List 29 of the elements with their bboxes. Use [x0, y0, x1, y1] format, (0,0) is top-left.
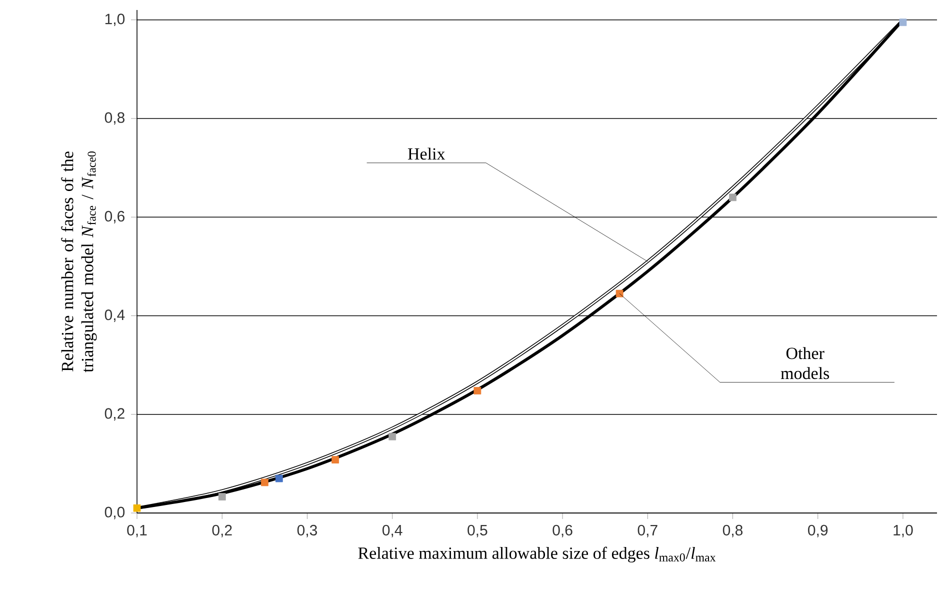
annotation: Other models: [780, 347, 830, 380]
x-tick-label: 0,7: [638, 524, 658, 538]
point: [729, 194, 736, 202]
x-tick-label: 0,6: [552, 524, 572, 538]
y-tick-label: 0,2: [104, 408, 124, 421]
x-tick-label: 1,0: [894, 524, 913, 538]
y-tick-label: 1,0: [105, 14, 125, 26]
x-axis-title: Relative maximum allowable size of edges l$_{max0}$/l$_{max}$: [358, 546, 716, 562]
x-tick-label: 0,5: [468, 524, 488, 538]
point: [332, 456, 339, 464]
point: [260, 478, 268, 486]
point: [275, 474, 283, 482]
point: [388, 432, 396, 440]
x-tick-label: 0,8: [722, 524, 743, 538]
point: [616, 290, 624, 298]
annotation: Helix: [408, 148, 446, 160]
x-tick-label: 0,2: [212, 524, 232, 538]
x-tick-label: 0,1: [127, 524, 147, 538]
y-tick-label: 0,0: [104, 506, 125, 520]
point: [474, 387, 482, 394]
y-tick-label: 0,6: [104, 210, 124, 224]
y-tick-label: 0,8: [104, 112, 124, 125]
point: [133, 504, 141, 512]
x-tick-label: 0,9: [808, 524, 828, 538]
point: [218, 493, 226, 500]
x-tick-label: 0,4: [382, 524, 402, 538]
x-tick-label: 0,3: [297, 524, 317, 538]
point: [899, 18, 907, 26]
y-tick-label: 0,4: [104, 310, 125, 322]
